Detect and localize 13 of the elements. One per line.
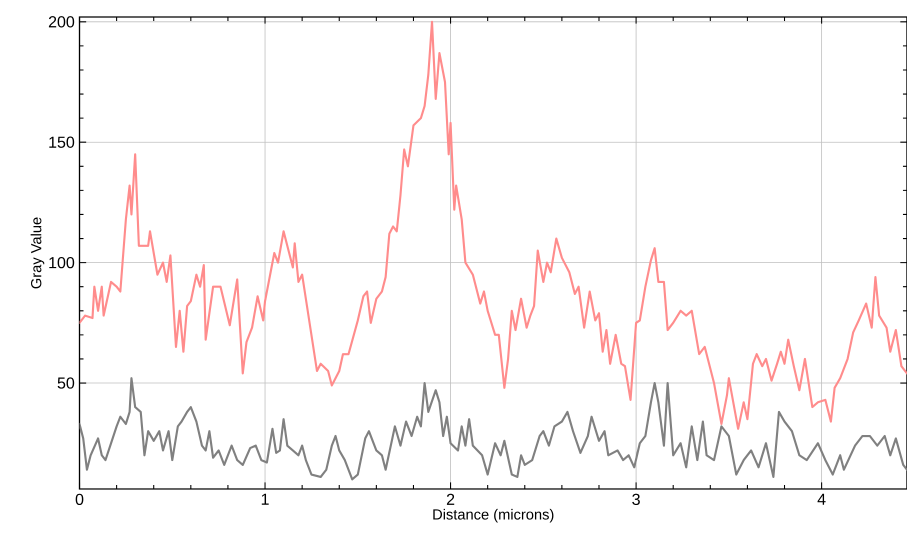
x-tick-label: 1 (262, 494, 269, 505)
x-tick-label: 3 (632, 494, 640, 506)
y-tick-label: 50 (58, 377, 74, 389)
x-axis-title: Distance (microns) (433, 508, 554, 523)
y-tick-label: 100 (49, 256, 74, 268)
line-series (80, 20, 907, 430)
x-tick-label: 2 (446, 494, 454, 505)
y-tick-label: 150 (49, 136, 74, 148)
y-axis-title: Gray Value (30, 218, 44, 288)
line-series (80, 377, 907, 480)
x-tick-label: 0 (76, 494, 84, 506)
x-tick-label: 4 (818, 494, 826, 505)
y-tick-label: 200 (48, 16, 74, 28)
